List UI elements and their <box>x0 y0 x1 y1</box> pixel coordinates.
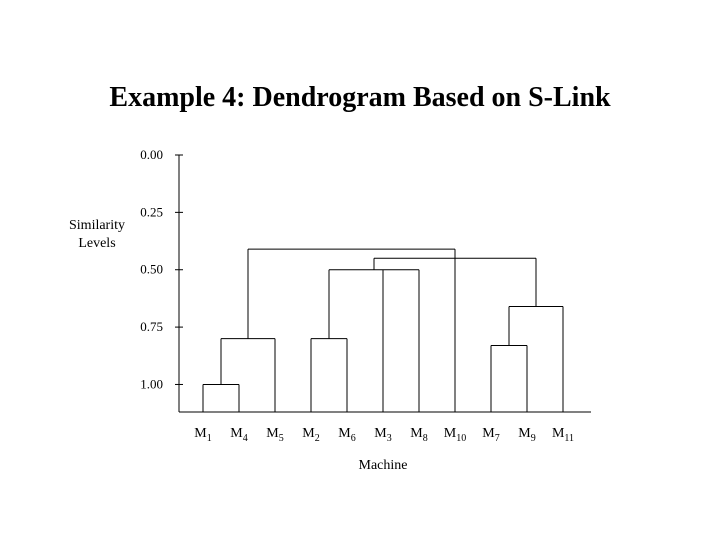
leaf-label: M6 <box>338 426 355 444</box>
y-axis-label: Levels <box>78 236 115 251</box>
chart-title: Example 4: Dendrogram Based on S-Link <box>109 82 611 113</box>
merge <box>373 257 537 412</box>
leaf-subscript: 7 <box>495 433 500 444</box>
leaf-name: M <box>552 426 565 441</box>
y-tick-label: 0.25 <box>140 204 163 219</box>
y-tick-label: 0.00 <box>140 147 163 162</box>
leaf-label: M4 <box>230 426 247 444</box>
leaf-name: M <box>444 426 457 441</box>
y-tick-label: 1.00 <box>140 376 163 391</box>
y-tick-label: 0.75 <box>140 319 163 334</box>
leaf-label: M1 <box>194 426 211 444</box>
leaf-name: M <box>410 426 423 441</box>
merge <box>202 383 240 412</box>
leaf-subscript: 6 <box>351 433 356 444</box>
leaf-label: M7 <box>482 426 499 444</box>
merge <box>220 338 276 412</box>
leaf-subscript: 9 <box>531 433 536 444</box>
leaf-name: M <box>374 426 387 441</box>
leaf-name: M <box>194 426 207 441</box>
leaf-name: M <box>482 426 495 441</box>
leaf-name: M <box>518 426 531 441</box>
leaf-label: M8 <box>410 426 427 444</box>
leaf-label: M5 <box>266 426 283 444</box>
leaf-name: M <box>338 426 351 441</box>
x-axis-label: Machine <box>359 458 408 473</box>
leaf-subscript: 11 <box>564 433 574 444</box>
leaf-label: M11 <box>552 426 574 444</box>
leaf-label: M3 <box>374 426 391 444</box>
y-axis-label: Similarity <box>69 218 125 233</box>
leaf-name: M <box>266 426 279 441</box>
leaf-label: M9 <box>518 426 535 444</box>
leaf-subscript: 4 <box>243 433 248 444</box>
leaf-subscript: 8 <box>423 433 428 444</box>
leaf-subscript: 1 <box>207 433 212 444</box>
merge <box>490 344 528 412</box>
leaf-label: M10 <box>444 426 466 444</box>
merge <box>328 269 420 412</box>
merge <box>310 338 348 412</box>
leaf-subscript: 5 <box>279 433 284 444</box>
leaf-subscript: 10 <box>456 433 466 444</box>
merge <box>247 248 456 339</box>
leaf-subscript: 3 <box>387 433 392 444</box>
leaf-name: M <box>302 426 315 441</box>
leaf-label: M2 <box>302 426 319 444</box>
y-tick-label: 0.50 <box>140 262 163 277</box>
leaf-name: M <box>230 426 243 441</box>
leaf-subscript: 2 <box>315 433 320 444</box>
merge <box>508 305 564 412</box>
